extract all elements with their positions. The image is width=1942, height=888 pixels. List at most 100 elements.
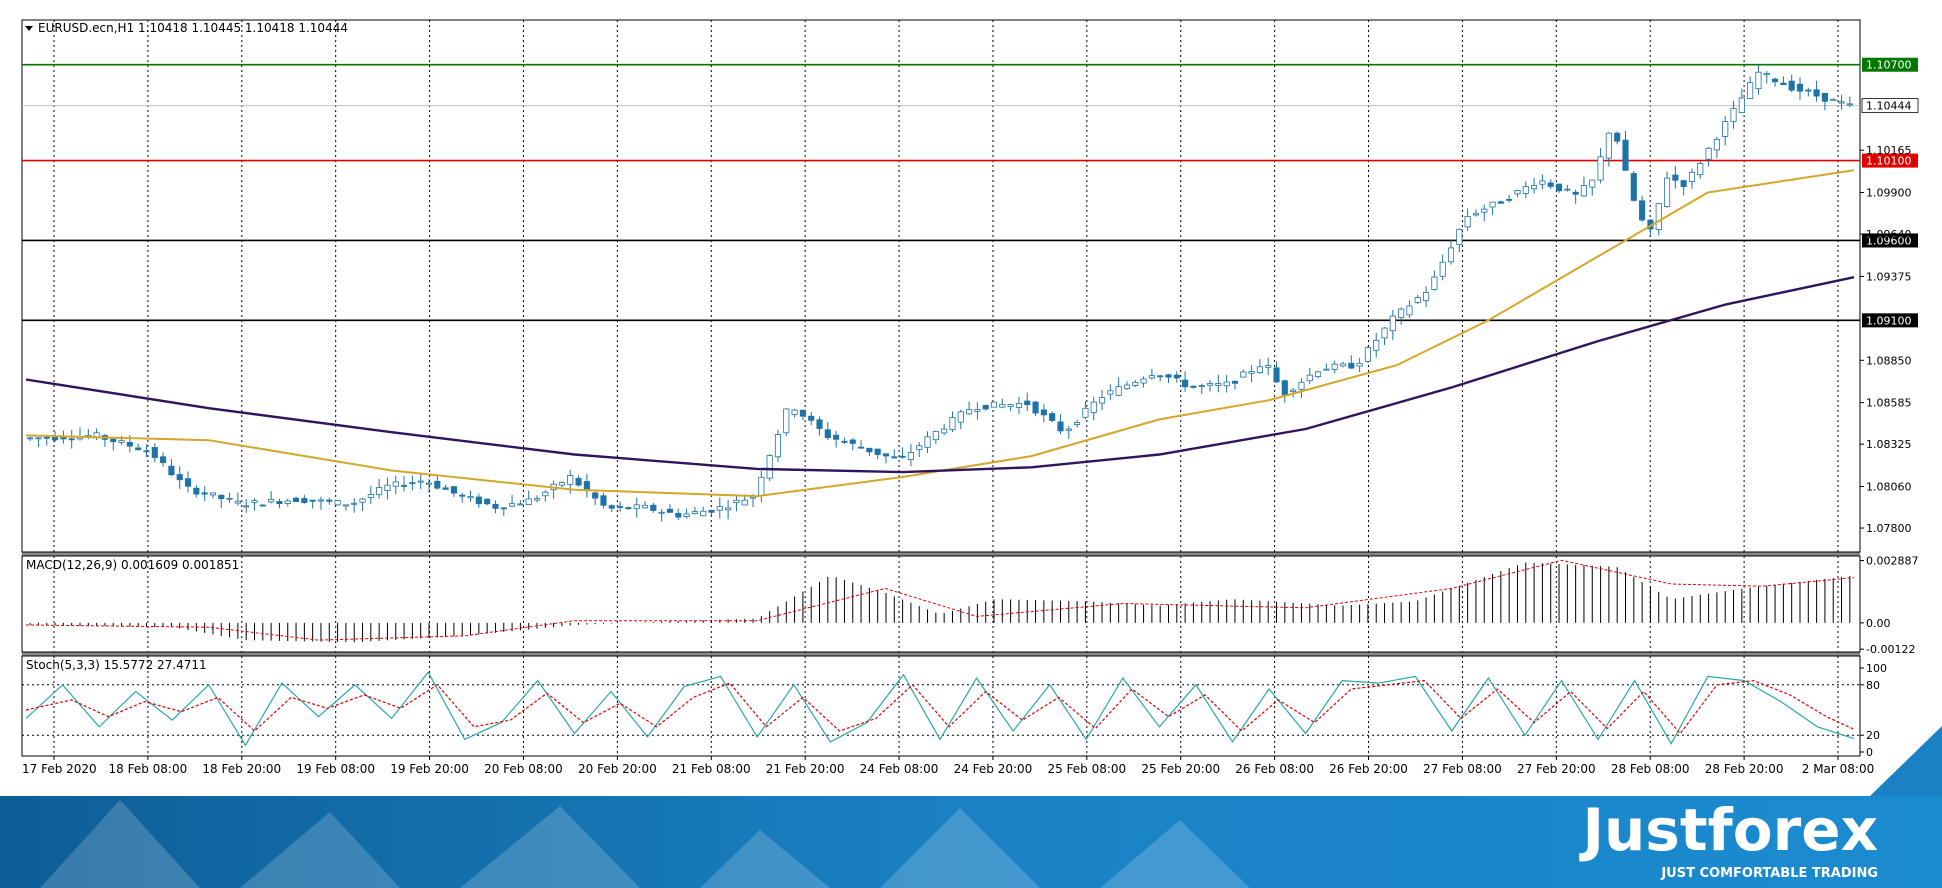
candle-body [749, 496, 757, 499]
candle-body [1165, 374, 1172, 378]
ma-slow-line [25, 276, 1855, 474]
candle-body [1381, 327, 1388, 339]
candle-body [376, 487, 383, 496]
footer-band [0, 796, 1942, 888]
candle-body [990, 401, 998, 408]
candle-body [791, 409, 798, 415]
price-tick-label: 1.08585 [1866, 397, 1912, 410]
footer-corner-shape [1870, 726, 1942, 796]
candle-body [1273, 367, 1280, 383]
candle-body [201, 492, 208, 495]
candle-body [1290, 389, 1297, 392]
macd-tick-label: 0.002887 [1866, 555, 1919, 568]
time-label: 28 Feb 20:00 [1705, 762, 1784, 776]
candle-body [1331, 363, 1338, 370]
stoch-axis: 100 80 20 0 [1860, 662, 1887, 759]
collapse-triangle-icon[interactable] [25, 26, 33, 31]
candle-body [1838, 101, 1845, 104]
candle-body [234, 500, 241, 504]
candlesticks [27, 64, 1853, 522]
candle-body [666, 508, 674, 513]
candle-body [500, 507, 507, 510]
candle-body [384, 484, 391, 491]
candle-body [658, 511, 665, 514]
candle-body [999, 404, 1006, 408]
candle-body [1705, 147, 1712, 160]
candle-body [301, 498, 308, 504]
price-tick-label: 1.08060 [1866, 480, 1912, 493]
candle-body [525, 498, 532, 505]
candle-body [1431, 276, 1438, 290]
candle-body [442, 487, 449, 490]
candle-body [1589, 179, 1596, 188]
candle-body [1231, 380, 1239, 384]
price-tick-label: 1.07800 [1866, 522, 1912, 535]
candle-body [932, 430, 939, 441]
candle-body [1065, 428, 1072, 431]
candle-body [1198, 385, 1205, 387]
candle-body [1256, 366, 1263, 373]
candle-body [691, 511, 698, 514]
candle-body [1456, 228, 1463, 246]
candle-body [799, 409, 806, 417]
candle-body [1306, 374, 1313, 382]
candle-body [351, 502, 358, 505]
stoch-label: Stoch(5,3,3) 15.5772 27.4711 [26, 658, 207, 672]
candle-body [633, 504, 640, 510]
candle-body [1821, 92, 1828, 102]
candle-body [68, 438, 75, 441]
candle-body [1539, 180, 1546, 185]
candle-body [1506, 198, 1513, 201]
macd-tick-label: -0.00122 [1866, 643, 1915, 656]
candle-body [957, 411, 964, 423]
candle-body [1464, 215, 1471, 228]
candle-body [326, 499, 333, 502]
candle-body [1107, 390, 1114, 395]
candle-body [1481, 208, 1488, 213]
candle-body [1522, 186, 1529, 194]
candle-body [1796, 83, 1804, 92]
stoch-signal-line [25, 679, 1855, 735]
candle-body [1755, 71, 1762, 89]
level-price-label: 1.10700 [1866, 59, 1912, 72]
candle-body [941, 428, 948, 434]
time-label: 19 Feb 20:00 [390, 762, 469, 776]
candle-body [27, 437, 34, 440]
time-label: 27 Feb 08:00 [1423, 762, 1502, 776]
candle-body [700, 510, 707, 517]
level-price-box [1862, 57, 1918, 72]
candle-body [1564, 188, 1571, 191]
candle-body [467, 496, 474, 499]
candle-body [1630, 173, 1637, 201]
candle-body [966, 409, 973, 415]
candle-body [401, 485, 408, 487]
candle-body [392, 481, 399, 487]
candle-body [334, 500, 341, 506]
candle-body [1414, 297, 1421, 304]
candle-body [1082, 407, 1089, 418]
candle-body [558, 482, 565, 486]
candle-body [891, 456, 898, 459]
current-price-label: 1.10444 [1866, 100, 1912, 113]
time-label: 18 Feb 20:00 [202, 762, 281, 776]
candle-body [733, 499, 740, 503]
candle-body [725, 507, 732, 511]
candle-body [1298, 381, 1305, 390]
candle-body [1339, 363, 1347, 367]
candle-body [683, 513, 690, 517]
candle-body [916, 445, 923, 450]
time-label: 21 Feb 08:00 [672, 762, 751, 776]
candle-body [176, 474, 183, 481]
candle-body [1265, 365, 1272, 368]
candle-body [567, 475, 574, 485]
candle-body [1555, 183, 1563, 192]
time-label: 25 Feb 20:00 [1141, 762, 1220, 776]
time-label: 26 Feb 20:00 [1329, 762, 1408, 776]
level-price-box [1862, 153, 1918, 168]
candle-body [484, 498, 491, 505]
candle-body [907, 452, 914, 460]
candle-body [1639, 200, 1646, 221]
candle-body [1531, 185, 1538, 190]
candle-body [1597, 156, 1604, 181]
stoch-panel [21, 655, 1861, 757]
